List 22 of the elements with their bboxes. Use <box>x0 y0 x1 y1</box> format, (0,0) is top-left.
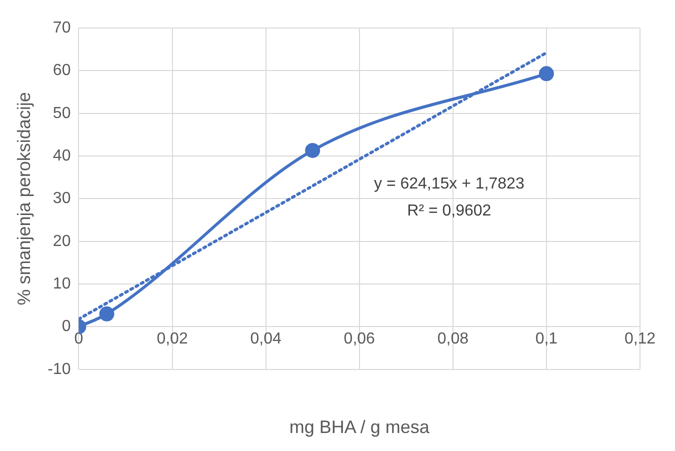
annotation: R² = 0,9602 <box>407 202 492 220</box>
point <box>538 66 554 82</box>
x-tick-label: 0,04 <box>250 330 282 348</box>
x-tick-label: 0,06 <box>344 330 376 348</box>
point <box>305 142 320 158</box>
x-tick-label: 0,08 <box>437 330 469 348</box>
x-tick-label: 0,02 <box>156 330 188 348</box>
y-axis-title: % smanjenja peroksidacije <box>14 92 34 306</box>
y-tick-label: 20 <box>52 232 71 250</box>
point <box>99 306 114 322</box>
y-tick-label: 30 <box>52 190 71 208</box>
y-tick-label: -10 <box>48 360 71 378</box>
x-tick-label: 0,12 <box>624 330 656 348</box>
y-tick-label: 0 <box>62 318 71 336</box>
annotation: y = 624,15x + 1,7823 <box>374 175 524 192</box>
y-tick-label: 10 <box>52 275 71 292</box>
x-tick-label: 0,1 <box>535 330 558 348</box>
x-axis-title: mg BHA / g mesa <box>289 417 430 438</box>
y-tick-label: 40 <box>52 147 71 164</box>
y-tick-label: 60 <box>52 62 71 80</box>
y-tick-label: 50 <box>52 104 71 122</box>
y-tick-label: 70 <box>52 19 71 36</box>
